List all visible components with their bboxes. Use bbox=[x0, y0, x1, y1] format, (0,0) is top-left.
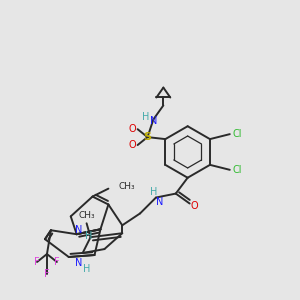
Text: F: F bbox=[54, 257, 60, 267]
Text: H: H bbox=[150, 187, 158, 196]
Text: S: S bbox=[143, 132, 152, 142]
Text: O: O bbox=[129, 140, 136, 150]
Text: H: H bbox=[83, 264, 90, 274]
Text: F: F bbox=[44, 269, 50, 279]
Text: CH₃: CH₃ bbox=[118, 182, 135, 191]
Text: N: N bbox=[150, 116, 157, 126]
Text: O: O bbox=[129, 124, 136, 134]
Text: F: F bbox=[34, 257, 40, 267]
Text: N: N bbox=[156, 196, 164, 206]
Text: N: N bbox=[75, 225, 82, 235]
Text: O: O bbox=[191, 202, 198, 212]
Text: CH₃: CH₃ bbox=[78, 211, 95, 220]
Text: Cl: Cl bbox=[233, 129, 242, 139]
Text: Cl: Cl bbox=[233, 165, 242, 175]
Text: H: H bbox=[142, 112, 149, 122]
Text: N: N bbox=[75, 258, 82, 268]
Text: H: H bbox=[85, 231, 92, 241]
